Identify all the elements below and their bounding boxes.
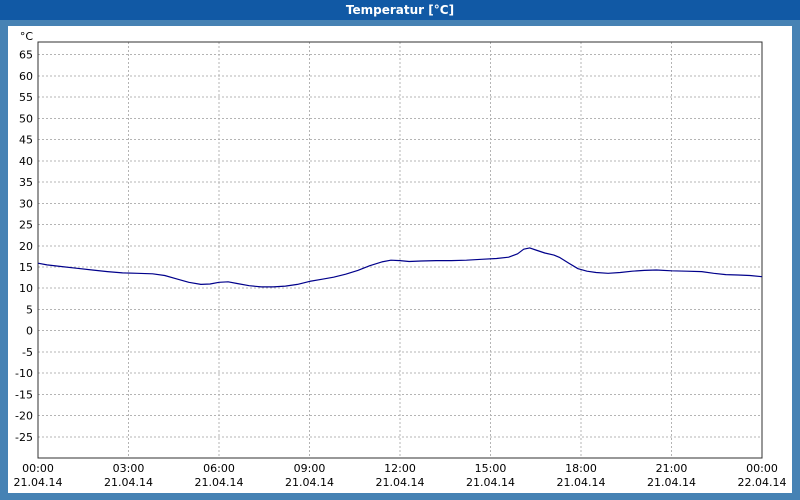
x-tick-time-label: 03:00 [113,462,145,475]
x-tick-time-label: 09:00 [294,462,326,475]
window-titlebar: Temperatur [°C] [0,0,800,20]
y-axis-unit-label: °C [20,30,34,43]
y-tick-label: 50 [19,112,33,125]
temperature-chart: 65605550454035302520151050-5-10-15-20-25… [14,30,787,489]
y-tick-label: -10 [15,367,33,380]
x-tick-date-label: 21.04.14 [466,476,515,489]
y-tick-label: 35 [19,176,33,189]
y-tick-label: 40 [19,155,33,168]
chart-panel: 65 60 55 50 45 40 35 30 25 20 15 10 5 0 -5 -10 -15 -20 -25… [8,26,792,493]
x-tick-date-label: 22.04.14 [738,476,787,489]
y-tick-label: 25 [19,219,33,232]
y-tick-label: -5 [22,346,33,359]
x-tick-date-label: 21.04.14 [376,476,425,489]
y-tick-label: -15 [15,388,33,401]
y-tick-label: 15 [19,261,33,274]
x-tick-date-label: 21.04.14 [285,476,334,489]
y-tick-label: 0 [26,325,33,338]
chart-title: Temperatur [°C] [345,3,455,17]
y-tick-label: 5 [26,303,33,316]
y-tick-label: 30 [19,197,33,210]
x-tick-date-label: 21.04.14 [647,476,696,489]
x-tick-time-label: 00:00 [746,462,778,475]
temperature-series-line [37,247,763,288]
y-tick-label: 60 [19,70,33,83]
y-tick-label: -20 [15,410,33,423]
x-tick-date-label: 21.04.14 [104,476,153,489]
x-tick-date-label: 21.04.14 [557,476,606,489]
y-tick-label: -25 [15,431,33,444]
x-tick-date-label: 21.04.14 [195,476,244,489]
x-tick-time-label: 12:00 [384,462,416,475]
x-tick-time-label: 15:00 [475,462,507,475]
x-tick-time-label: 00:00 [22,462,54,475]
plot-border [37,41,763,459]
y-tick-label: 10 [19,282,33,295]
y-tick-label: 65 [19,49,33,62]
y-tick-label: 45 [19,134,33,147]
y-tick-label: 20 [19,240,33,253]
x-tick-time-label: 06:00 [203,462,235,475]
x-tick-date-label: 21.04.14 [14,476,63,489]
y-tick-label: 55 [19,91,33,104]
x-tick-time-label: 18:00 [565,462,597,475]
x-tick-time-label: 21:00 [656,462,688,475]
